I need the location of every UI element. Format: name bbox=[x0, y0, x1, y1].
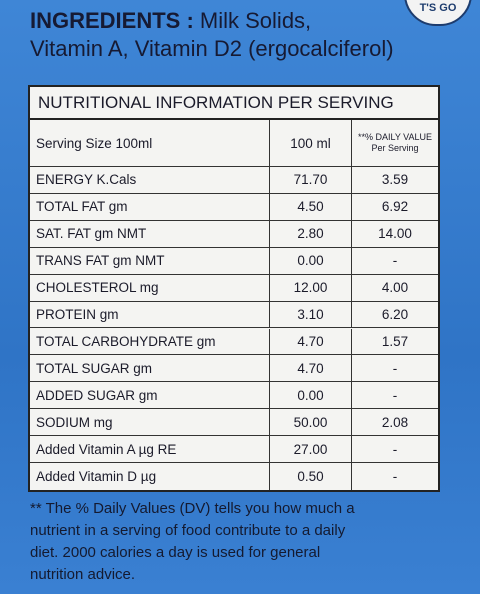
table-cell: TOTAL FAT gm bbox=[30, 193, 270, 221]
table-cell: 2.80 bbox=[270, 220, 352, 248]
table-cell: - bbox=[392, 469, 398, 485]
header-text: Per Serving bbox=[371, 143, 419, 153]
header-text: **% DAILY VALUE bbox=[357, 132, 433, 142]
table-cell: 4.50 bbox=[270, 193, 352, 221]
header-cell: 100 ml bbox=[270, 120, 352, 167]
table-cell: PROTEIN gm bbox=[30, 301, 270, 329]
table-cell: 4.00 bbox=[352, 275, 438, 302]
ingredients-line: Vitamin A, Vitamin D2 (ergocalciferol) bbox=[30, 36, 394, 61]
ingredients-text: Milk Solids, bbox=[199, 8, 312, 33]
table-cell: SODIUM mg bbox=[30, 409, 270, 437]
table-cell: 50.00 bbox=[270, 409, 352, 437]
footnote-line: nutrient in a serving of food contribute… bbox=[30, 522, 346, 539]
table-cell: 4.70 bbox=[270, 355, 352, 383]
table-cell: 3.59 bbox=[352, 167, 438, 194]
table-cell: 4.70 bbox=[270, 328, 352, 356]
table-cell: - bbox=[352, 436, 438, 464]
table-cell: 12.00 bbox=[270, 274, 352, 302]
header-cell: Serving Size 100ml bbox=[30, 120, 270, 167]
table-cell: 6.20 bbox=[352, 302, 438, 329]
table-cell: 2.08 bbox=[352, 409, 438, 437]
header-cell: **% DAILY VALUE Per Serving bbox=[352, 120, 438, 167]
table-cell: 1.57 bbox=[352, 329, 438, 356]
table-cell: TOTAL CARBOHYDRATE gm bbox=[30, 328, 270, 356]
table-cell: 6.92 bbox=[352, 194, 438, 221]
table-cell: 27.00 bbox=[270, 436, 352, 464]
table-cell: - bbox=[352, 382, 438, 410]
table-cell: - bbox=[352, 355, 438, 383]
table-cell: TRANS FAT gm NMT bbox=[30, 247, 270, 275]
table-cell: 14.00 bbox=[352, 221, 438, 248]
nutrition-table: NUTRITIONAL INFORMATION PER SERVING Serv… bbox=[28, 85, 440, 492]
table-cell: TOTAL SUGAR gm bbox=[30, 355, 270, 383]
table-cell: 3.10 bbox=[270, 301, 352, 329]
table-cell: 71.70 bbox=[270, 167, 352, 194]
table-cell: Added Vitamin D µg bbox=[30, 463, 270, 490]
footnote-line: diet. 2000 calories a day is used for ge… bbox=[30, 544, 321, 561]
badge: T'S GO bbox=[404, 0, 472, 26]
table-cell: 0.00 bbox=[270, 247, 352, 275]
table-cell: CHOLESTEROL mg bbox=[30, 274, 270, 302]
table-title: NUTRITIONAL INFORMATION PER SERVING bbox=[30, 87, 438, 120]
table-cell: ADDED SUGAR gm bbox=[30, 382, 270, 410]
table-cell: 0.50 bbox=[270, 463, 352, 490]
table-cell: SAT. FAT gm NMT bbox=[30, 220, 270, 248]
footnote-line: ** The % Daily Values (DV) tells you how… bbox=[30, 500, 355, 517]
ingredients-heading: INGREDIENTS : bbox=[30, 8, 194, 33]
table-cell: - bbox=[352, 248, 438, 275]
table-cell: 0.00 bbox=[270, 382, 352, 410]
table-cell: ENERGY K.Cals bbox=[30, 167, 270, 194]
table-cell: Added Vitamin A µg RE bbox=[30, 436, 270, 464]
ingredients-line: INGREDIENTS : Milk Solids, bbox=[30, 8, 311, 34]
footnote-line: nutrition advice. bbox=[30, 566, 136, 583]
